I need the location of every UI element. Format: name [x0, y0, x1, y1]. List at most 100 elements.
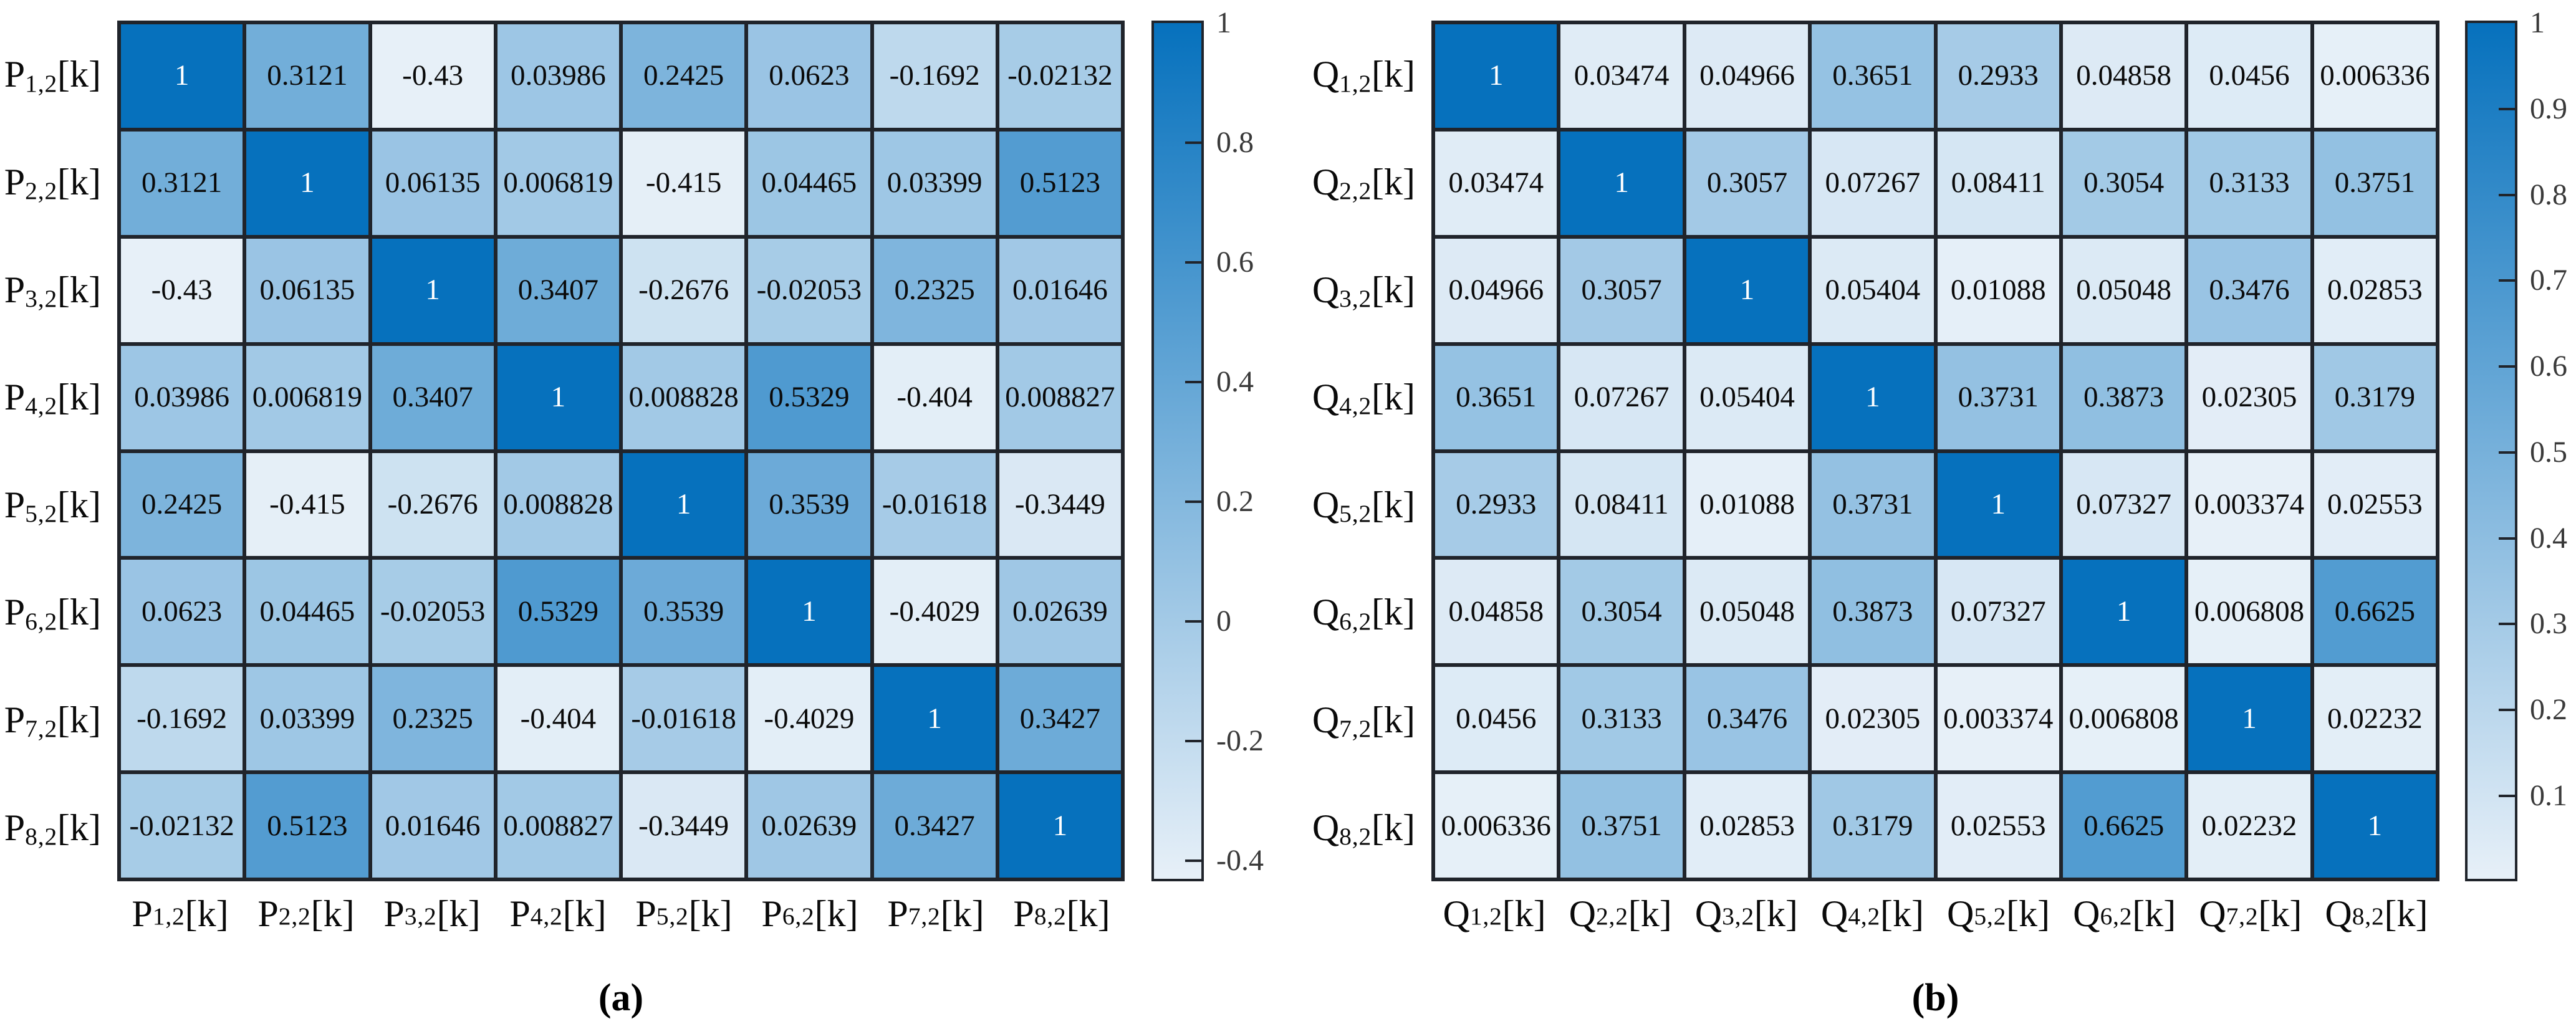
axis-label-part: Q: [1312, 591, 1340, 633]
heatmap-cell: 1: [621, 451, 747, 558]
axis-label-part: [k]: [1754, 893, 1798, 934]
axis-label-part: [k]: [57, 376, 101, 418]
axis-label-part: 3,2: [404, 902, 437, 931]
heatmap-cell: 0.006336: [2312, 22, 2438, 130]
colorbar-tick: [1185, 740, 1201, 742]
axis-label-part: 5,2: [1339, 500, 1372, 528]
heatmap-cell: 1: [997, 772, 1123, 879]
heatmap-cell: 0.05404: [1684, 343, 1810, 451]
heatmap-cell: 0.0456: [1433, 665, 1559, 773]
axis-label-part: 2,2: [1339, 177, 1372, 205]
y-axis-label: Q 8,2 [k]: [1303, 773, 1419, 881]
axis-label-part: P: [4, 591, 26, 633]
x-axis-label: P 6,2 [k]: [747, 895, 873, 976]
x-axis-label: Q 2,2 [k]: [1557, 895, 1683, 976]
colorbar-tick-label: 0.6: [2530, 350, 2567, 383]
axis-label-part: [k]: [562, 893, 607, 934]
axis-label-part: P: [132, 893, 153, 934]
heatmap-cell: 0.03986: [495, 22, 621, 130]
x-axis-label: Q 7,2 [k]: [2188, 895, 2314, 976]
heatmap-cell: 0.02853: [2312, 236, 2438, 344]
colorbar-tick-label: 0.3: [2530, 607, 2567, 640]
heatmap-cell: -0.2676: [370, 451, 496, 558]
axis-label-part: 8,2: [25, 822, 58, 850]
heatmap-cell: -0.1692: [119, 665, 245, 773]
axis-label-part: Q: [2325, 893, 2352, 934]
x-axis-label: Q 5,2 [k]: [1936, 895, 2062, 976]
y-axis-label: Q 7,2 [k]: [1303, 666, 1419, 774]
heatmap-cell: 0.2325: [872, 236, 997, 344]
heatmap-cell: 0.3751: [1559, 772, 1684, 879]
axis-label-part: 2,2: [25, 177, 58, 205]
heatmap-cell: -0.404: [495, 665, 621, 773]
heatmap-cell: 0.04858: [1433, 558, 1559, 666]
axis-label-part: [k]: [1372, 54, 1415, 95]
axis-label-part: [k]: [940, 893, 984, 934]
heatmap-cell: 0.02553: [1935, 772, 2061, 879]
heatmap-cell: 0.03474: [1559, 22, 1684, 130]
y-axis-label: P 7,2 [k]: [0, 666, 105, 774]
heatmap-cell: 0.3133: [2186, 129, 2312, 237]
x-axis-labels: P 1,2 [k] P 2,2 [k] P 3,2 [k] P 4,2 [k] P 5,2 [k] P 6,2[…: [117, 895, 1125, 976]
x-axis-label: Q 4,2 [k]: [1809, 895, 1935, 976]
axis-label-part: Q: [1946, 893, 1974, 934]
colorbar-tick-label: 0.8: [1216, 126, 1254, 159]
heatmap-cell: 1: [244, 129, 370, 237]
axis-label-part: 3,2: [25, 284, 58, 312]
heatmap-cell: -0.02053: [746, 236, 872, 344]
heatmap-cell: -0.01618: [621, 665, 747, 773]
y-axis-label: Q 3,2 [k]: [1303, 236, 1419, 343]
heatmap-cell: 0.02639: [746, 772, 872, 879]
heatmap-cell: 0.3121: [244, 22, 370, 130]
colorbar-tick-label: 0.8: [2530, 178, 2567, 211]
colorbar: [1151, 21, 1204, 881]
heatmap-cell: 1: [2060, 558, 2187, 666]
axis-label-part: 2,2: [1595, 902, 1628, 931]
axis-label-part: Q: [1312, 807, 1340, 848]
heatmap-cell: 0.3057: [1559, 236, 1684, 344]
heatmap-cell: 0.6625: [2312, 558, 2438, 666]
heatmap-cell: 0.2933: [1433, 451, 1559, 558]
colorbar-tick-label: 0.2: [2530, 693, 2567, 726]
axis-label-part: Q: [1820, 893, 1848, 934]
axis-label-part: [k]: [1372, 161, 1415, 203]
colorbar-tick-label: 0.2: [1216, 485, 1254, 518]
axis-label-part: 6,2: [25, 607, 58, 635]
heatmap-cell: 0.0623: [746, 22, 872, 130]
heatmap-cell: 0.07327: [1935, 558, 2061, 666]
heatmap-cell: 0.01088: [1935, 236, 2061, 344]
y-axis-label: P 1,2 [k]: [0, 21, 105, 128]
axis-label-part: [k]: [1372, 269, 1415, 310]
heatmap-cell: 0.08411: [1559, 451, 1684, 558]
heatmap-cell: 0.6625: [2060, 772, 2187, 879]
axis-label-part: 7,2: [25, 715, 58, 743]
heatmap-cell: 0.07267: [1810, 129, 1936, 237]
axis-label-part: [k]: [310, 893, 355, 934]
colorbar-tick: [1185, 500, 1201, 503]
y-axis-label: Q 4,2 [k]: [1303, 343, 1419, 451]
heatmap-cell: -0.4029: [872, 558, 997, 666]
axis-label-part: 2,2: [278, 902, 311, 931]
heatmap-cell: 0.01088: [1684, 451, 1810, 558]
y-axis-label: P 4,2 [k]: [0, 343, 105, 451]
y-axis-label: P 8,2 [k]: [0, 773, 105, 881]
heatmap-cell: 0.01646: [370, 772, 496, 879]
heatmap-cell: 0.08411: [1935, 129, 2061, 237]
axis-label-part: 1,2: [25, 69, 58, 97]
axis-label-part: [k]: [57, 269, 101, 310]
axis-label-part: P: [761, 893, 782, 934]
axis-label-part: 1,2: [152, 902, 185, 931]
colorbar-tick: [2499, 709, 2515, 711]
heatmap-cell: 0.5123: [244, 772, 370, 879]
axis-label-part: P: [4, 376, 26, 418]
axis-label-part: Q: [2073, 893, 2100, 934]
axis-label-part: Q: [1569, 893, 1596, 934]
axis-label-part: [k]: [1372, 699, 1415, 741]
heatmap-cell: 0.01646: [997, 236, 1123, 344]
heatmap-cell: 0.3651: [1810, 22, 1936, 130]
colorbar-tick: [1185, 261, 1201, 264]
colorbar-tick-label: -0.4: [1216, 844, 1264, 877]
axis-label-part: [k]: [1066, 893, 1110, 934]
axis-label-part: [k]: [688, 893, 733, 934]
